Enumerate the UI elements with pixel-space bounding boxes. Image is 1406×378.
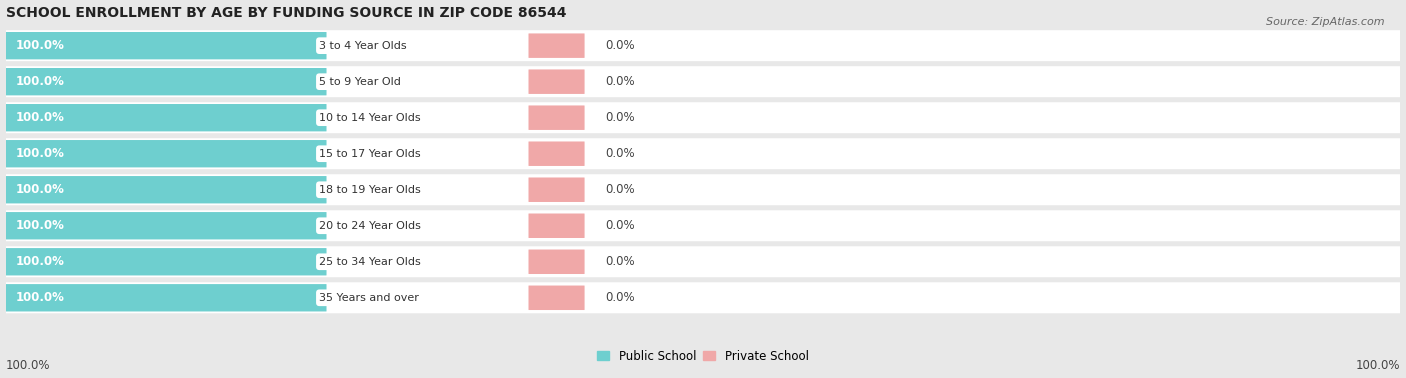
FancyBboxPatch shape — [529, 141, 585, 166]
Text: 0.0%: 0.0% — [606, 75, 636, 88]
FancyBboxPatch shape — [6, 212, 326, 239]
Text: 100.0%: 100.0% — [15, 147, 65, 160]
FancyBboxPatch shape — [6, 102, 1400, 133]
FancyBboxPatch shape — [6, 140, 326, 167]
FancyBboxPatch shape — [6, 176, 326, 203]
Text: 0.0%: 0.0% — [606, 111, 636, 124]
FancyBboxPatch shape — [529, 285, 585, 310]
FancyBboxPatch shape — [529, 249, 585, 274]
FancyBboxPatch shape — [6, 174, 1400, 205]
Text: 100.0%: 100.0% — [15, 111, 65, 124]
Text: 0.0%: 0.0% — [606, 219, 636, 232]
FancyBboxPatch shape — [6, 246, 1400, 277]
FancyBboxPatch shape — [6, 138, 1400, 169]
FancyBboxPatch shape — [529, 214, 585, 238]
Text: 10 to 14 Year Olds: 10 to 14 Year Olds — [319, 113, 420, 123]
Text: 35 Years and over: 35 Years and over — [319, 293, 419, 303]
Text: SCHOOL ENROLLMENT BY AGE BY FUNDING SOURCE IN ZIP CODE 86544: SCHOOL ENROLLMENT BY AGE BY FUNDING SOUR… — [6, 6, 567, 20]
FancyBboxPatch shape — [6, 284, 326, 311]
Text: 100.0%: 100.0% — [15, 183, 65, 196]
FancyBboxPatch shape — [529, 105, 585, 130]
Legend: Public School, Private School: Public School, Private School — [593, 345, 813, 367]
Text: 100.0%: 100.0% — [15, 39, 65, 52]
Text: 100.0%: 100.0% — [1355, 359, 1400, 372]
Text: 100.0%: 100.0% — [15, 255, 65, 268]
Text: 100.0%: 100.0% — [15, 291, 65, 304]
Text: 15 to 17 Year Olds: 15 to 17 Year Olds — [319, 149, 420, 159]
Text: 20 to 24 Year Olds: 20 to 24 Year Olds — [319, 221, 422, 231]
Text: 0.0%: 0.0% — [606, 147, 636, 160]
Text: 3 to 4 Year Olds: 3 to 4 Year Olds — [319, 41, 406, 51]
FancyBboxPatch shape — [6, 248, 326, 276]
FancyBboxPatch shape — [6, 66, 1400, 97]
Text: 100.0%: 100.0% — [15, 75, 65, 88]
FancyBboxPatch shape — [6, 210, 1400, 241]
Text: 0.0%: 0.0% — [606, 255, 636, 268]
FancyBboxPatch shape — [6, 104, 326, 132]
Text: 100.0%: 100.0% — [15, 219, 65, 232]
FancyBboxPatch shape — [529, 70, 585, 94]
FancyBboxPatch shape — [6, 68, 326, 95]
Text: 100.0%: 100.0% — [6, 359, 51, 372]
Text: 0.0%: 0.0% — [606, 39, 636, 52]
Text: Source: ZipAtlas.com: Source: ZipAtlas.com — [1267, 17, 1385, 27]
Text: 5 to 9 Year Old: 5 to 9 Year Old — [319, 77, 401, 87]
FancyBboxPatch shape — [529, 33, 585, 58]
Text: 25 to 34 Year Olds: 25 to 34 Year Olds — [319, 257, 422, 267]
FancyBboxPatch shape — [6, 30, 1400, 61]
Text: 0.0%: 0.0% — [606, 183, 636, 196]
Text: 0.0%: 0.0% — [606, 291, 636, 304]
FancyBboxPatch shape — [6, 282, 1400, 313]
FancyBboxPatch shape — [529, 178, 585, 202]
Text: 18 to 19 Year Olds: 18 to 19 Year Olds — [319, 185, 422, 195]
FancyBboxPatch shape — [6, 32, 326, 59]
